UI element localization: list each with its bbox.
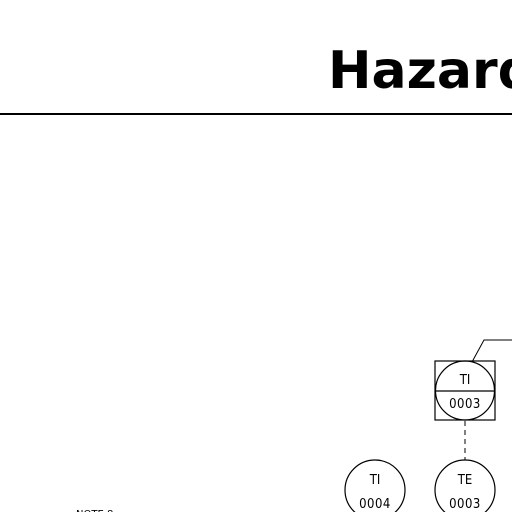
diagram-title: Hazard <box>328 41 512 101</box>
signal-line <box>471 339 512 363</box>
instrument-tag: TI <box>459 373 471 388</box>
instrument-te-0003[interactable]: TE 0003 <box>434 459 496 512</box>
instrument-bubble <box>344 459 406 512</box>
instrument-tag: TI <box>369 473 381 488</box>
instrument-ti-0004[interactable]: TI 0004 <box>344 459 406 512</box>
instrument-tag: TE <box>457 473 473 488</box>
instrument-number: 0004 <box>359 497 391 512</box>
instrument-ti-0003[interactable]: TI 0003 <box>434 360 496 421</box>
instrument-number: 0003 <box>449 497 481 512</box>
note-label: NOTE 8 <box>76 509 113 512</box>
instrument-bubble <box>434 459 496 512</box>
instrument-number: 0003 <box>449 397 481 412</box>
